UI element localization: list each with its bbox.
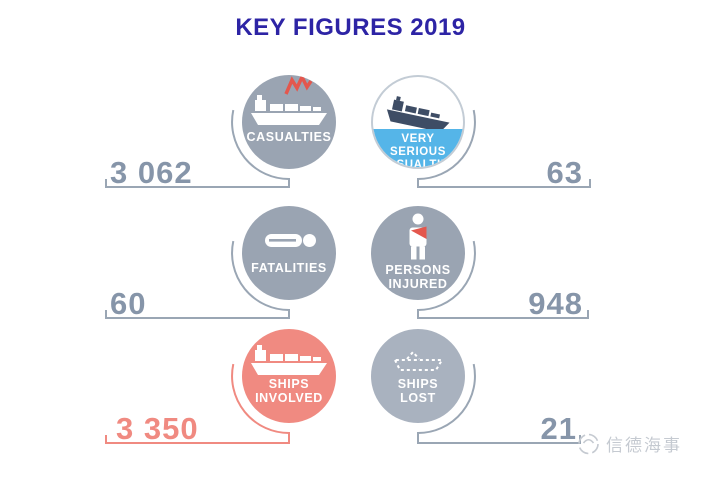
connector-ships-involved [105, 363, 290, 444]
sinking-ship-icon [386, 96, 450, 132]
injured-person-icon [409, 213, 427, 260]
watermark-text: 信德海事 [606, 436, 682, 455]
ghost-ship-dashed-icon [393, 350, 444, 371]
fatality-person-icon [265, 234, 316, 247]
water-surface [373, 129, 463, 167]
casualties-value: 3 062 [110, 155, 193, 190]
watermark: 信德海事 [576, 431, 682, 456]
fatalities-circle: FATALITIES [242, 206, 336, 300]
ships-lost-circle: SHIPS LOST [371, 329, 465, 423]
arm-sling-icon [411, 226, 427, 239]
fatalities-value: 60 [110, 286, 147, 321]
ships-lost-label: SHIPS LOST [397, 377, 439, 405]
connector-persons-injured [417, 240, 589, 319]
sketch-circle-logo [578, 433, 599, 455]
persons-injured-circle: PERSONS INJURED [371, 206, 465, 300]
ships-involved-circle: SHIPS INVOLVED [242, 329, 336, 423]
connector-fatalities [105, 240, 290, 319]
ships-involved-label: SHIPS INVOLVED [255, 377, 323, 405]
damage-spark-icon [284, 75, 313, 95]
page-title: KEY FIGURES 2019 [235, 14, 466, 41]
fatalities-label: FATALITIES [251, 261, 327, 275]
very-serious-casualties-value: 63 [546, 155, 583, 190]
cargo-ship-damage-icon [251, 75, 327, 125]
very-serious-casualties-circle: VERY SERIOUS CASUALTIES [371, 75, 465, 169]
ships-lost-value: 21 [540, 411, 577, 446]
casualties-circle: CASUALTIES [242, 75, 336, 169]
persons-injured-label: PERSONS INJURED [385, 263, 451, 291]
casualties-label: CASUALTIES [246, 130, 332, 144]
connector-casualties [105, 109, 290, 188]
connector-ships-lost [417, 363, 581, 444]
very-serious-casualties-label: VERY SERIOUS CASUALTIES [378, 133, 458, 169]
cargo-ship-icon [251, 345, 327, 375]
ships-involved-value: 3 350 [116, 411, 199, 446]
persons-injured-value: 948 [528, 286, 583, 321]
